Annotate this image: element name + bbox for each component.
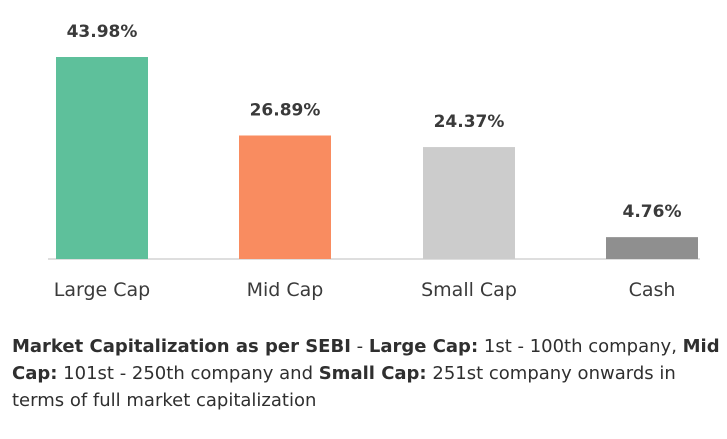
bar-cash — [606, 237, 698, 259]
footnote-small-cap-label: Small Cap: — [318, 363, 427, 384]
bar-mid-cap — [239, 135, 331, 259]
footnote-large-cap-label: Large Cap: — [368, 336, 479, 357]
footnote-text: 1st - 100th company, — [478, 336, 683, 357]
category-label-small-cap: Small Cap — [421, 279, 517, 301]
bar-chart: 43.98% Large Cap 26.89% Mid Cap 24.37% Small … — [48, 22, 700, 301]
bar-large-cap — [56, 57, 148, 259]
data-label-cash: 4.76% — [623, 202, 682, 222]
category-label-large-cap: Large Cap — [54, 279, 150, 301]
category-label-cash: Cash — [629, 279, 676, 301]
footnote-text: - — [350, 336, 369, 357]
footnote-title: Market Capitalization as per SEBI — [12, 336, 351, 357]
category-label-mid-cap: Mid Cap — [247, 279, 324, 301]
bar-small-cap — [423, 147, 515, 259]
data-label-small-cap: 24.37% — [434, 112, 505, 132]
data-label-mid-cap: 26.89% — [250, 100, 321, 120]
data-label-large-cap: 43.98% — [67, 22, 138, 42]
footnote-text: 101st - 250th company and — [57, 363, 319, 384]
footnote-mid-cap-label: Mid Cap: — [12, 336, 720, 384]
footnote: Market Capitalization as per SEBI - Larg… — [12, 333, 720, 414]
footnote-text: 251st company onwards in terms of full m… — [12, 363, 676, 411]
